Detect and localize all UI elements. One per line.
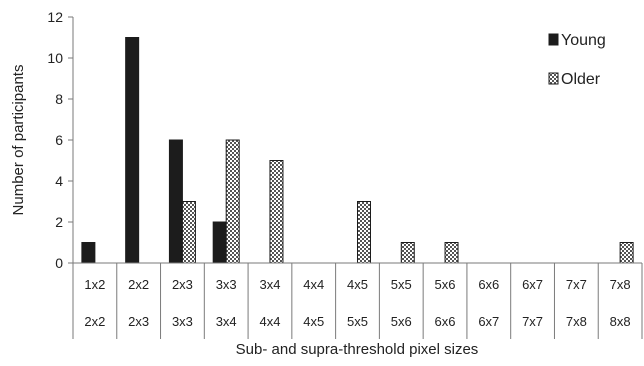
bar-young	[168, 139, 183, 264]
x-tick-label-row2: 6x6	[435, 314, 456, 329]
bar-older	[444, 242, 459, 264]
y-axis: 0 2 4 6 8 10 12	[47, 9, 74, 271]
x-tick-label-row2: 4x4	[259, 314, 280, 329]
bar-older	[225, 139, 240, 264]
y-tick-label: 4	[55, 173, 63, 189]
y-tick-label: 8	[55, 91, 63, 107]
x-axis-label: Sub- and supra-threshold pixel sizes	[236, 341, 479, 358]
x-tick-label-row2: 7x7	[522, 314, 543, 329]
x-tick-label-row2: 3x3	[172, 314, 193, 329]
x-tick-label-row1: 7x7	[566, 277, 587, 292]
x-tick-label-row1: 4x5	[347, 277, 368, 292]
legend-swatch-older	[548, 72, 559, 85]
x-tick-label-row2: 6x7	[478, 314, 499, 329]
x-axis: 1x2 2x2 2x2 2x3 2x3 3x3 3x3 3x4 3x4 4x4 4x4 4x5 4x5 5…	[72, 262, 643, 339]
x-tick-label-row1: 7x8	[610, 277, 631, 292]
bar-young	[125, 37, 140, 264]
y-tick-label: 2	[55, 214, 63, 230]
x-tick-label-row1: 3x4	[259, 277, 280, 292]
bar-young	[212, 221, 227, 264]
x-tick-label-row2: 2x2	[84, 314, 105, 329]
x-tick-label-row1: 6x6	[478, 277, 499, 292]
y-tick-label: 6	[55, 132, 63, 148]
y-tick-label: 0	[55, 255, 63, 271]
bar-older	[400, 242, 415, 264]
x-tick-label-row2: 4x5	[303, 314, 324, 329]
x-tick-label-row1: 6x7	[522, 277, 543, 292]
bar-older	[357, 201, 371, 264]
legend-swatch-young	[548, 33, 559, 46]
x-tick-label-row1: 4x4	[303, 277, 324, 292]
x-tick-label-row2: 5x5	[347, 314, 368, 329]
x-tick-label-row1: 5x5	[391, 277, 412, 292]
bar-young	[81, 242, 96, 264]
legend: Young Older	[548, 32, 606, 88]
legend-label-young: Young	[561, 32, 606, 49]
bars-group	[81, 37, 634, 264]
x-tick-label-row2: 8x8	[610, 314, 631, 329]
x-tick-label-row1: 2x2	[128, 277, 149, 292]
x-tick-label-row1: 5x6	[435, 277, 456, 292]
x-tick-label-row1: 1x2	[84, 277, 105, 292]
x-tick-label-row1: 3x3	[216, 277, 237, 292]
x-tick-label-row1: 2x3	[172, 277, 193, 292]
y-axis-label: Number of participants	[10, 65, 27, 216]
x-tick-label-row2: 5x6	[391, 314, 412, 329]
x-tick-label-row2: 2x3	[128, 314, 149, 329]
bar-older	[181, 201, 196, 264]
bar-older	[619, 242, 634, 264]
x-tick-label-row2: 3x4	[216, 314, 237, 329]
y-tick-label: 10	[47, 50, 63, 66]
y-tick-label: 12	[47, 9, 63, 25]
x-tick-label-row2: 7x8	[566, 314, 587, 329]
bar-older	[269, 160, 284, 264]
legend-label-older: Older	[561, 71, 601, 88]
